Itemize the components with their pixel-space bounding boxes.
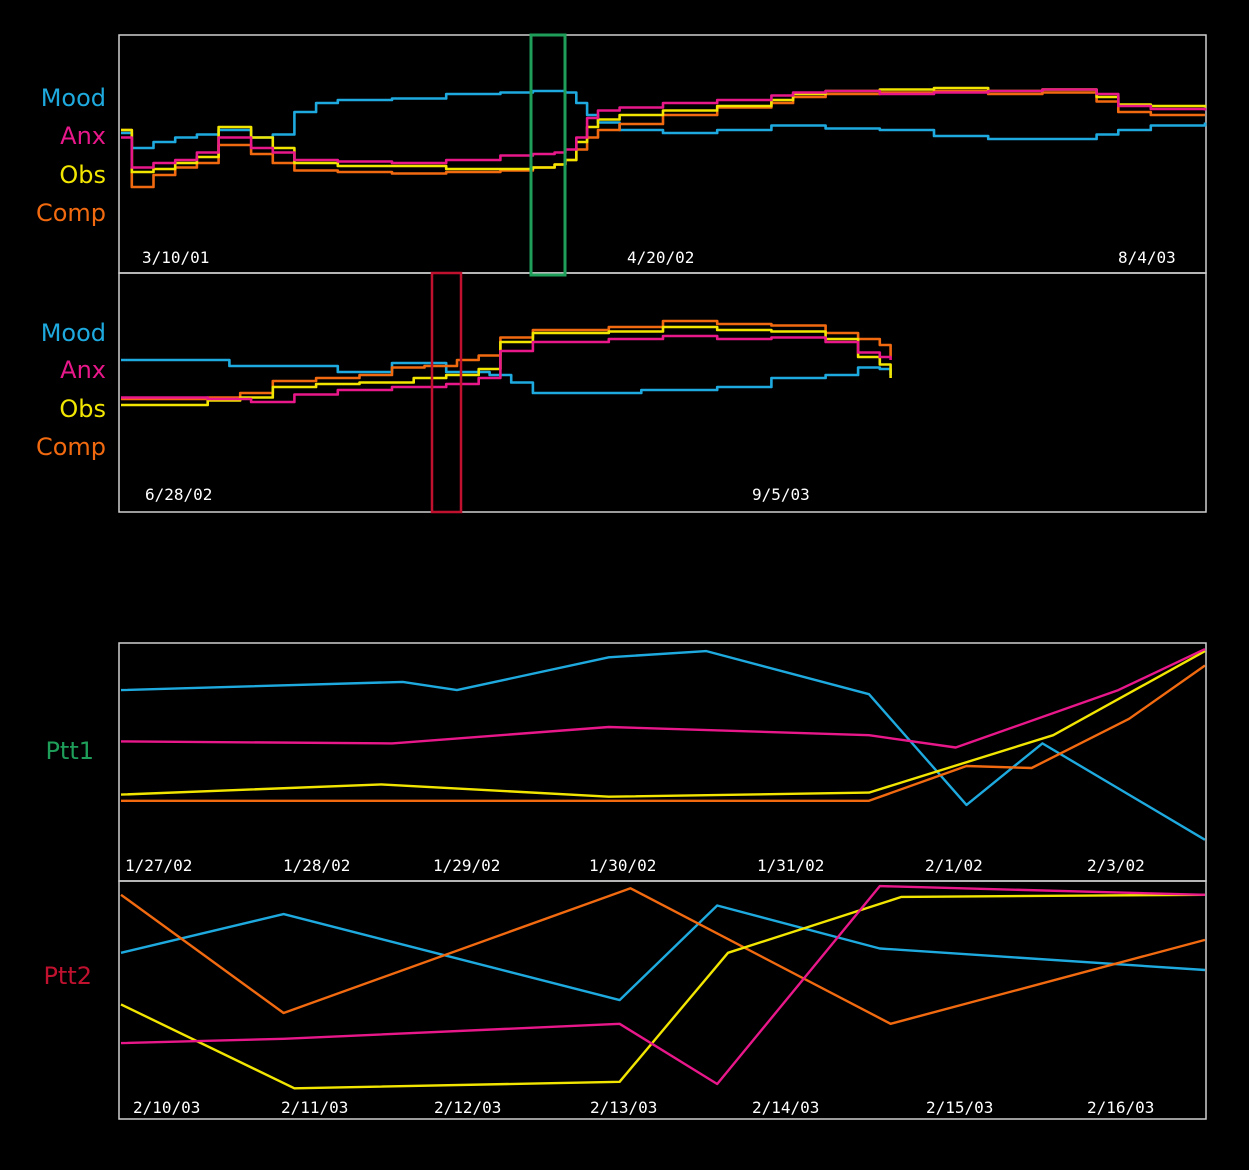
tick-panel4-5: 2/15/03: [926, 1098, 993, 1117]
tick-panel3-1: 1/28/02: [283, 856, 350, 875]
series-line-anx-panel4: [120, 884, 1206, 1086]
tick-panel3-0: 1/27/02: [125, 856, 192, 875]
tick-panel4-0: 2/10/03: [133, 1098, 200, 1117]
tick-panel3-4: 1/31/02: [757, 856, 824, 875]
tick-panel4-6: 2/16/03: [1087, 1098, 1154, 1117]
series-line-comp-panel4: [120, 887, 1206, 1025]
panel-label-ptt2: Ptt2: [43, 962, 92, 990]
tick-panel3-2: 1/29/02: [433, 856, 500, 875]
tick-panel1-0: 3/10/01: [142, 248, 209, 267]
panel4-frame: [118, 880, 1207, 1120]
tick-panel4-2: 2/12/03: [434, 1098, 501, 1117]
series-line-anx-panel2: [121, 334, 892, 404]
series-line-mood-panel2: [121, 358, 892, 395]
legend-comp-panel1: Comp: [36, 199, 106, 227]
panel-label-ptt1: Ptt1: [45, 737, 94, 765]
legend-obs-panel2: Obs: [59, 395, 106, 423]
highlight-box-ptt1: [529, 33, 567, 277]
tick-panel2-0: 6/28/02: [145, 485, 212, 504]
tick-panel3-5: 2/1/02: [925, 856, 983, 875]
series-line-mood-panel3: [120, 649, 1206, 841]
highlight-box-ptt2: [430, 271, 463, 514]
series-line-comp-panel3: [121, 664, 1206, 802]
tick-panel1-2: 8/4/03: [1118, 248, 1176, 267]
series-line-obs-panel3: [120, 650, 1206, 798]
tick-panel3-3: 1/30/02: [589, 856, 656, 875]
series-line-anx-panel1: [121, 88, 1207, 169]
legend-mood-panel1: Mood: [41, 84, 106, 112]
legend-anx-panel1: Anx: [60, 122, 106, 150]
panel2-frame: [118, 272, 1207, 513]
tick-panel4-3: 2/13/03: [590, 1098, 657, 1117]
tick-panel2-1: 9/5/03: [752, 485, 810, 504]
tick-panel4-4: 2/14/03: [752, 1098, 819, 1117]
legend-mood-panel2: Mood: [41, 319, 106, 347]
legend-anx-panel2: Anx: [60, 356, 106, 384]
series-line-anx-panel3: [120, 648, 1206, 749]
legend-obs-panel1: Obs: [59, 161, 106, 189]
tick-panel4-1: 2/11/03: [281, 1098, 348, 1117]
series-line-obs-panel4: [120, 893, 1206, 1090]
series-line-mood-panel4: [120, 904, 1206, 1002]
tick-panel3-6: 2/3/02: [1087, 856, 1145, 875]
tick-panel1-1: 4/20/02: [627, 248, 694, 267]
legend-comp-panel2: Comp: [36, 433, 106, 461]
